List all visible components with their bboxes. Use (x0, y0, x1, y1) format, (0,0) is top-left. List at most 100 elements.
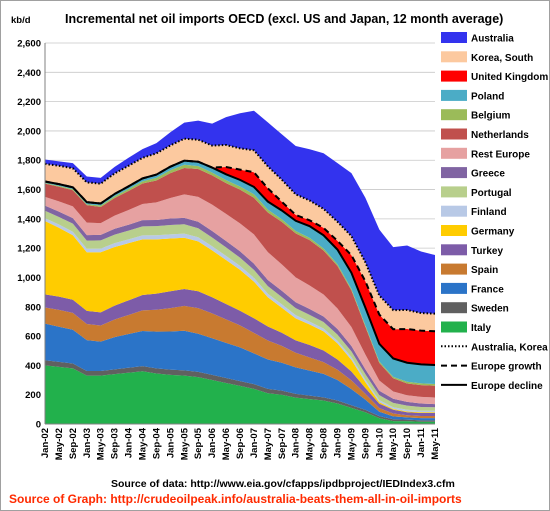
legend-label-italy: Italy (471, 323, 491, 334)
y-tick-label-9: 1,800 (17, 156, 41, 167)
area-korea-south (45, 138, 435, 332)
x-tick-label-21: Jan-09 (333, 428, 344, 458)
x-tick-label-14: Sep-06 (235, 428, 246, 459)
area-germany (45, 221, 435, 414)
x-tick-label-15: Jan-07 (249, 428, 260, 458)
x-tick-label-12: Jan-06 (207, 428, 218, 458)
x-tick-label-10: May-05 (179, 427, 190, 460)
legend-swatch-germany (441, 225, 467, 236)
x-tick-label-18: Jan-08 (291, 428, 302, 458)
legend-label-korea-south: Korea, South (471, 53, 533, 64)
y-axis-unit-label: kb/d (11, 15, 31, 26)
area-netherlands (45, 167, 435, 398)
y-tick-label-3: 600 (25, 332, 41, 343)
legend-label-europe-decline: Europe decline (471, 381, 543, 392)
legend-label-united-kingdom: United Kingdom (471, 72, 548, 83)
y-tick-label-8: 1,600 (17, 185, 41, 196)
y-tick-label-6: 1,200 (17, 244, 41, 255)
x-tick-label-8: Sep-04 (151, 427, 162, 459)
y-tick-label-13: 2,600 (17, 39, 41, 50)
stacked-areas (45, 110, 435, 424)
line-australia-korea (44, 137, 436, 315)
legend-label-rest-europe: Rest Europe (471, 149, 530, 160)
x-tick-label-19: May-08 (305, 428, 316, 460)
legend-swatch-italy (441, 321, 467, 333)
x-tick-label-17: Sep-07 (277, 428, 288, 459)
legend-label-germany: Germany (471, 227, 515, 238)
x-tick-label-1: May-02 (54, 428, 65, 460)
legend-label-portugal: Portugal (471, 188, 512, 199)
x-tick-label-6: Jan-04 (124, 427, 135, 458)
legend: Australia Korea, South United Kingdom Polan… (441, 32, 548, 392)
y-tick-label-1: 200 (25, 390, 41, 401)
x-tick-label-22: May-09 (346, 428, 357, 460)
y-tick-label-5: 1,000 (17, 273, 41, 284)
x-tick-label-11: Sep-05 (193, 427, 204, 459)
x-tick-labels: Jan-02 May-02 Sep-02 Jan-03 May-03 Sep-03 Jan-… (40, 427, 441, 460)
area-australia (45, 110, 435, 314)
overlay-lines (44, 137, 436, 366)
graph-source-link[interactable]: Source of Graph: http://crudeoilpeak.inf… (9, 492, 462, 506)
legend-label-australia: Australia (471, 34, 514, 45)
legend-swatch-netherlands (441, 128, 467, 140)
legend-swatch-turkey (441, 244, 467, 256)
legend-label-australia-korea: Australia, Korea (471, 342, 548, 353)
area-spain (45, 305, 435, 419)
x-tick-label-24: Jan-10 (374, 428, 385, 458)
x-tick-label-20: Sep-08 (319, 428, 330, 459)
legend-swatch-portugal (441, 186, 467, 198)
x-tick-label-23: Sep-09 (360, 428, 371, 459)
data-source-note: Source of data: http://www.eia.gov/cfapp… (111, 478, 455, 490)
x-tick-label-25: May-10 (388, 428, 399, 460)
line-europe-decline (44, 159, 436, 366)
x-tick-label-7: May-04 (138, 427, 149, 460)
x-tick-label-2: Sep-02 (68, 428, 79, 459)
area-poland (45, 160, 435, 384)
x-tick-label-9: Jan-05 (165, 427, 176, 458)
y-tick-labels: 0 200 400 600 800 1,000 1,200 1,400 1,600 1,800 2,… (17, 39, 41, 431)
legend-swatch-united-kingdom (441, 70, 467, 82)
y-tick-label-0: 0 (36, 420, 41, 431)
x-tick-label-13: May-06 (221, 428, 232, 460)
axes (44, 43, 435, 425)
legend-swatch-rest-europe (441, 147, 467, 159)
x-tick-label-16: May-07 (263, 428, 274, 460)
x-tick-label-3: Jan-03 (82, 428, 93, 458)
y-tick-label-11: 2,200 (17, 97, 41, 108)
legend-label-spain: Spain (471, 265, 498, 276)
legend-swatch-korea-south (441, 51, 467, 63)
legend-swatch-sweden (441, 302, 467, 314)
y-tick-label-10: 2,000 (17, 126, 41, 137)
legend-swatch-spain (441, 263, 467, 275)
chart-title: Incremental net oil imports OECD (excl. … (65, 12, 503, 26)
x-tick-label-28: May-11 (430, 427, 441, 459)
area-france (45, 323, 435, 421)
legend-swatch-belgium (441, 109, 467, 121)
legend-swatch-australia (441, 32, 467, 43)
legend-label-belgium: Belgium (471, 111, 511, 122)
legend-label-sweden: Sweden (471, 304, 509, 315)
x-tick-label-0: Jan-02 (40, 428, 51, 458)
x-tick-label-4: May-03 (96, 428, 107, 460)
y-tick-label-4: 800 (25, 302, 41, 313)
legend-label-netherlands: Netherlands (471, 130, 529, 141)
x-tick-label-26: Sep-10 (402, 428, 413, 459)
legend-label-europe-growth: Europe growth (471, 362, 542, 373)
y-tick-label-7: 1,400 (17, 214, 41, 225)
legend-label-turkey: Turkey (471, 246, 503, 257)
y-tick-label-12: 2,400 (17, 68, 41, 79)
area-turkey (45, 289, 435, 416)
x-tick-label-27: Jan-11 (416, 427, 427, 457)
area-rest-europe (45, 194, 435, 405)
y-tick-label-2: 400 (25, 361, 41, 372)
area-united-kingdom (45, 160, 435, 365)
legend-swatch-greece (441, 167, 467, 179)
legend-label-greece: Greece (471, 169, 505, 180)
x-tick-label-5: Sep-03 (110, 428, 121, 459)
legend-label-poland: Poland (471, 91, 504, 102)
area-italy (45, 365, 435, 424)
legend-label-finland: Finland (471, 207, 507, 218)
legend-swatch-poland (441, 89, 467, 101)
